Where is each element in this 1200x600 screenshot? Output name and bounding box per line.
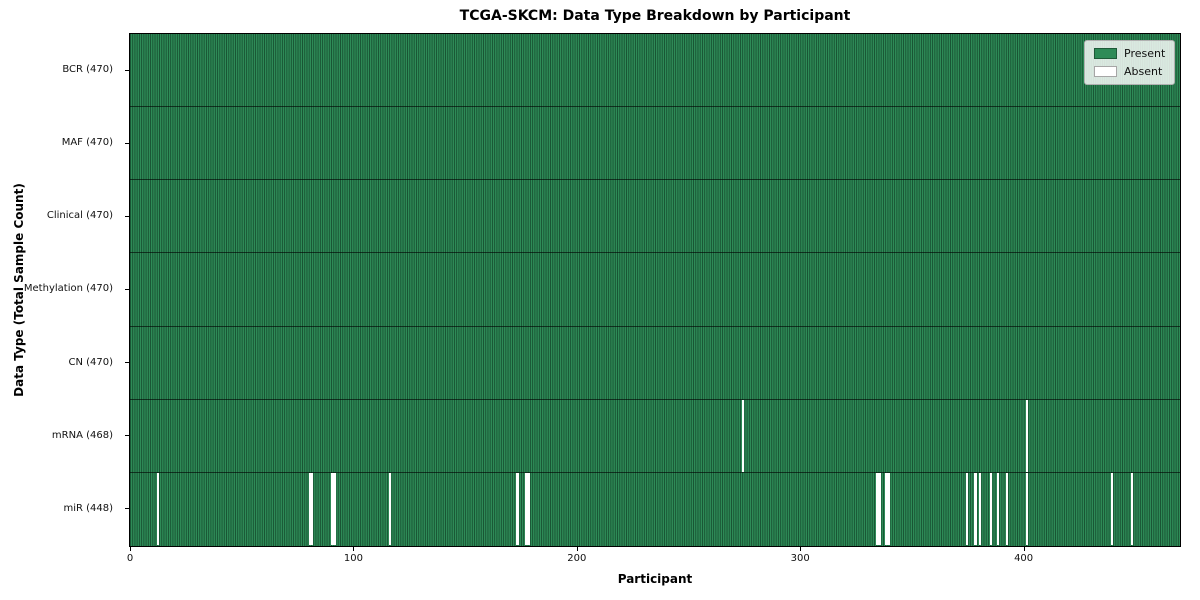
y-tick-mark [125,69,129,71]
row-band-mir [130,473,1180,546]
y-tick-label-mir: miR (448) [63,502,113,514]
legend-item-absent: Absent [1094,65,1165,78]
x-tick-label: 300 [790,553,810,564]
absent-stripe [1110,473,1113,546]
x-tick-label: 0 [126,553,134,564]
row-band-methylation [130,253,1180,327]
x-tick-mark [353,547,355,551]
absent-stripe [887,473,890,546]
absent-stripe [978,473,982,546]
x-tick-mark [1023,547,1025,551]
legend-item-present: Present [1094,47,1165,60]
row-band-mrna [130,400,1180,473]
absent-stripe [990,473,993,546]
absent-stripe [885,473,888,546]
absent-stripe [974,473,977,546]
x-tick-mark [130,547,131,551]
absent-stripe [1025,400,1029,473]
row-band-cn [130,327,1180,400]
x-tick-mark [576,547,578,551]
legend-label-absent: Absent [1124,65,1163,78]
absent-stripe [1025,473,1029,546]
y-tick-label-mrna: mRNA (468) [51,429,113,441]
y-tick-mark [125,289,129,290]
absent-stripe [333,473,336,546]
absent-stripe [516,473,519,546]
absent-stripe [310,473,314,546]
y-tick-label-maf: MAF (470) [61,137,113,149]
y-tick-mark [125,142,129,144]
legend-swatch-present-icon [1094,48,1117,59]
absent-stripe [1005,473,1008,546]
y-tick-mark [125,508,129,510]
absent-stripe [525,473,528,546]
y-tick-label-cn: CN (470) [68,356,113,368]
y-tick-label-bcr: BCR (470) [62,64,113,76]
legend-label-present: Present [1124,47,1166,60]
plot-area [129,33,1181,547]
row-band-maf [130,107,1180,181]
absent-stripe [1130,473,1134,546]
y-tick-mark [125,362,129,364]
absent-stripe [156,473,160,546]
absent-stripe [308,473,311,546]
x-tick-label: 200 [567,553,587,564]
x-tick-mark [800,547,802,551]
absent-stripe [331,473,334,546]
row-band-bcr [130,34,1180,108]
absent-stripe [876,473,879,546]
y-tick-mark [125,215,129,217]
y-tick-label-methylation: Methylation (470) [23,283,113,295]
absent-stripe [389,473,392,546]
chart-title: TCGA-SKCM: Data Type Breakdown by Partic… [459,8,851,24]
absent-stripe [527,473,530,546]
y-tick-label-clinical: Clinical (470) [46,210,113,222]
x-tick-label: 100 [343,553,363,564]
y-tick-mark [125,435,129,437]
absent-stripe [742,400,745,473]
row-band-clinical [130,180,1180,254]
absent-stripe [965,473,968,546]
x-tick-label: 400 [1014,553,1034,564]
x-axis-label: Participant [617,572,693,586]
absent-stripe [878,473,881,546]
legend-swatch-absent-icon [1094,66,1117,77]
legend: Present Absent [1084,40,1176,85]
absent-stripe [996,473,1000,546]
